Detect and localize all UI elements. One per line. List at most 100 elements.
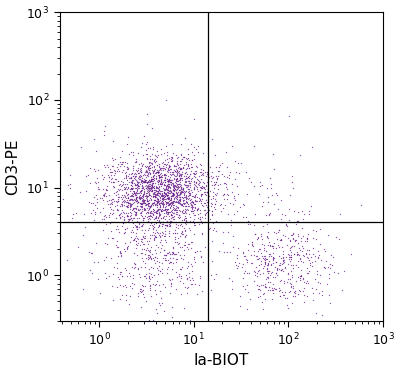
Point <box>158 181 164 187</box>
Point <box>284 279 290 285</box>
Point <box>151 197 157 203</box>
Point <box>158 245 164 251</box>
Point <box>145 209 151 215</box>
Point <box>157 171 163 177</box>
Point <box>182 213 188 219</box>
Point <box>121 230 128 236</box>
Point <box>189 149 195 155</box>
Point <box>138 180 145 186</box>
Point <box>281 258 287 264</box>
Point <box>138 173 144 179</box>
Point <box>175 185 182 191</box>
Point <box>162 178 168 184</box>
Point <box>121 210 128 216</box>
Point <box>148 178 154 184</box>
Point <box>273 259 280 265</box>
Point <box>162 171 169 177</box>
Point <box>166 178 173 184</box>
Point <box>150 221 157 227</box>
Point <box>145 193 152 199</box>
Point <box>129 170 135 176</box>
Point <box>147 170 154 176</box>
Point <box>156 222 162 228</box>
Point <box>259 300 265 306</box>
Point <box>295 218 301 224</box>
Point <box>270 260 276 266</box>
Point <box>165 192 172 198</box>
Point <box>172 176 179 182</box>
Point <box>154 177 161 183</box>
Point <box>298 273 304 279</box>
Point <box>101 190 108 196</box>
Point <box>163 257 170 263</box>
Point <box>186 214 193 220</box>
Point <box>121 217 127 223</box>
Point <box>154 208 160 214</box>
Point <box>184 199 190 205</box>
Point <box>218 208 224 214</box>
Point <box>166 201 172 207</box>
Point <box>132 261 138 267</box>
Point <box>158 196 165 202</box>
Point <box>221 180 228 186</box>
Point <box>181 154 188 160</box>
Point <box>220 240 226 246</box>
Point <box>150 180 156 186</box>
Point <box>176 170 183 176</box>
Point <box>270 229 277 234</box>
Point <box>212 202 218 208</box>
Point <box>276 262 283 268</box>
Point <box>182 209 188 215</box>
Point <box>174 225 181 231</box>
Point <box>126 215 133 221</box>
Point <box>170 192 176 198</box>
Point <box>153 176 159 182</box>
Point <box>157 188 163 194</box>
Point <box>296 252 302 258</box>
Point <box>91 166 97 172</box>
Point <box>159 193 165 199</box>
Point <box>150 177 156 183</box>
Point <box>126 200 133 206</box>
Point <box>301 292 307 298</box>
Point <box>298 225 305 231</box>
Point <box>179 189 185 195</box>
Point <box>202 173 209 179</box>
Point <box>155 190 162 196</box>
Point <box>83 188 89 194</box>
Point <box>183 215 189 221</box>
Point <box>167 179 173 185</box>
Point <box>146 180 152 186</box>
Point <box>170 190 176 196</box>
Point <box>146 204 153 210</box>
Point <box>232 176 238 182</box>
Point <box>143 275 149 281</box>
Point <box>315 255 321 261</box>
Point <box>279 266 285 272</box>
Point <box>262 284 268 290</box>
Point <box>233 262 240 268</box>
Point <box>176 181 183 187</box>
Point <box>103 214 110 220</box>
Point <box>290 264 296 270</box>
Point <box>157 204 163 210</box>
Point <box>152 215 158 221</box>
Point <box>191 207 198 213</box>
Point <box>136 288 143 294</box>
Point <box>181 242 187 248</box>
Point <box>156 174 162 180</box>
Point <box>140 197 147 203</box>
Point <box>155 215 162 221</box>
Point <box>178 200 184 206</box>
Point <box>198 253 204 259</box>
Point <box>173 203 179 209</box>
Point <box>164 183 171 189</box>
Point <box>106 214 112 220</box>
Point <box>167 178 173 184</box>
Point <box>146 183 152 188</box>
Point <box>265 260 271 266</box>
Point <box>134 168 140 174</box>
Point <box>167 220 174 226</box>
Point <box>158 200 164 206</box>
Point <box>157 146 164 152</box>
